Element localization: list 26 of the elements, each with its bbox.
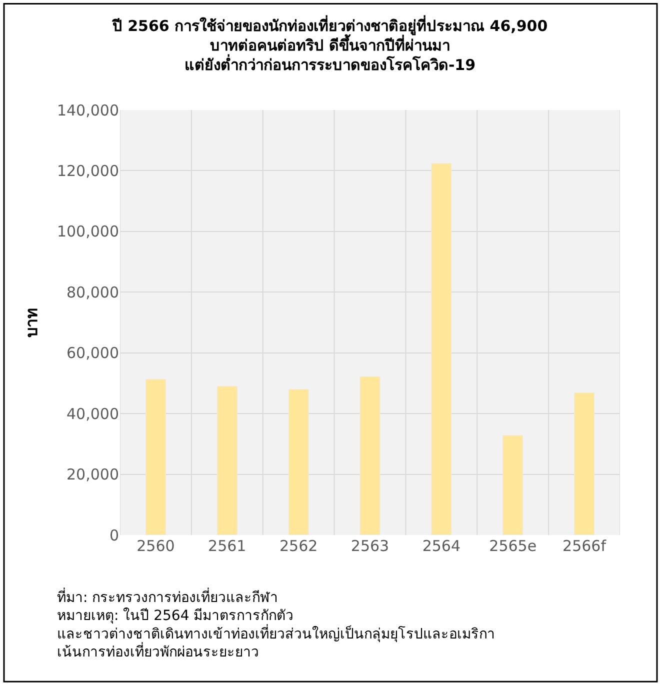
bar [502,435,524,535]
bar [360,376,380,535]
bar [216,386,238,535]
x-tick-label: 2560 [136,537,175,555]
y-tick-label: 20,000 [66,466,119,484]
x-tick-label: 2564 [422,537,461,555]
bar [431,163,452,535]
bar [145,379,166,535]
y-tick-label: 100,000 [56,222,119,241]
text: ที่มา: กระทรวงการท่องเที่ยวและกีฬา [57,588,278,606]
y-tick-label: 40,000 [66,404,119,423]
y-tick-label: 0 [109,526,119,544]
bar [574,392,595,535]
y-tick-label: 140,000 [56,101,119,120]
x-tick-label: 2561 [208,537,246,555]
y-tick-label: 80,000 [66,283,119,302]
y-tick-label: 120,000 [56,162,119,180]
x-tick-label: 2566f [562,537,607,555]
x-tick-label: 2562 [279,537,318,555]
y-axis-title: บาท [22,308,41,338]
text: หมายเหตุ: ในปี 2564 มีมาตรการกักตัว และชาวต่างชาติเดินทางเข้าท่องเที่ยวส่วนใหญ่เป็นกลุ่มยุโรปและอเมริกา เน้นการท่องเที่ยวพักผ่อนระยะยาว [57,607,495,661]
bar [288,389,309,535]
chart-title: ปี 2566 การใช้จ่ายของนักท่องเที่ยวต่างชาติอยู่ที่ประมาณ 46,900 บาทต่อคนต่อทริป ดีขึ้นจากปีที่ผ่านมา แต่ยังต่ำกว่าก่อนการระบาดของโรคโควิด-19 [111,14,548,74]
x-tick-label: 2565e [489,537,537,555]
y-tick-label: 60,000 [66,344,119,362]
x-tick-label: 2563 [350,537,390,555]
